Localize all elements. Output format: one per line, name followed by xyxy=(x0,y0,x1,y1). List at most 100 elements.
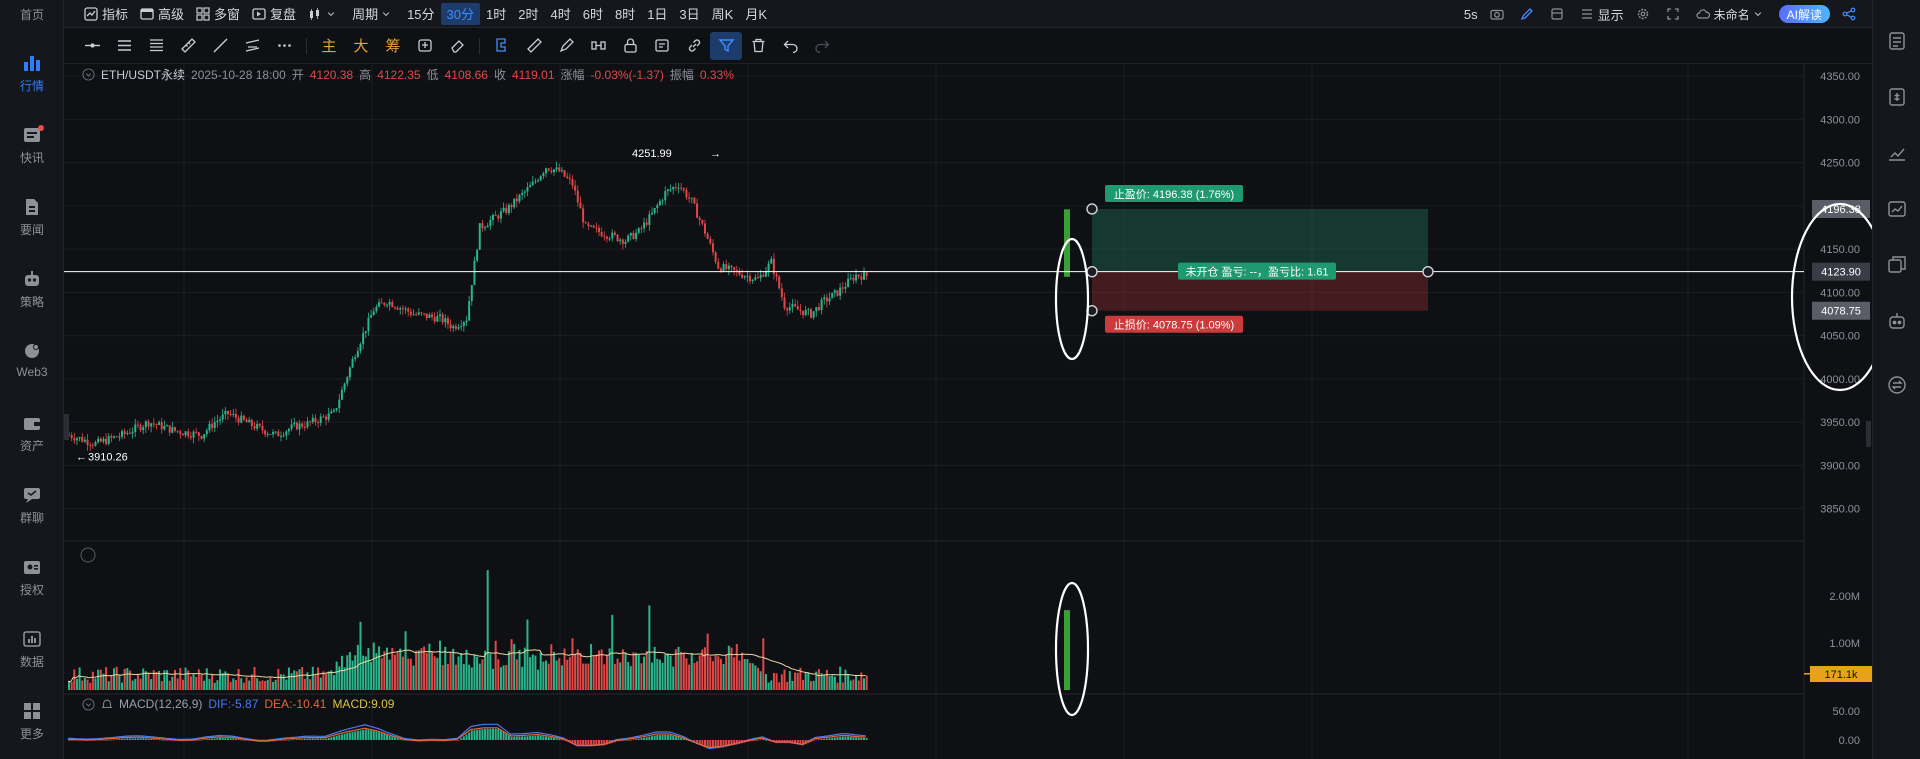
bot-icon[interactable] xyxy=(1886,310,1908,332)
analysis-icon[interactable] xyxy=(1886,142,1908,164)
refresh-rate-button[interactable]: 5s xyxy=(1458,0,1484,28)
workspace-dropdown[interactable]: 未命名 xyxy=(1690,0,1773,28)
take-profit-zone[interactable] xyxy=(1092,208,1428,272)
interval-tab[interactable]: 1时 xyxy=(486,7,507,22)
large-orders-toggle[interactable]: 大 xyxy=(345,32,377,60)
candle xyxy=(714,252,717,262)
settings-button[interactable] xyxy=(1630,0,1660,28)
macd-histogram-bar xyxy=(378,732,381,740)
trades-icon[interactable] xyxy=(1886,86,1908,108)
replay-button[interactable]: 复盘 xyxy=(246,0,302,28)
erase-tool[interactable] xyxy=(441,32,473,60)
period-dropdown[interactable]: 周期 xyxy=(346,0,401,28)
nav-item-assets[interactable]: 资产 xyxy=(0,412,64,468)
note-tool[interactable] xyxy=(646,32,678,60)
candle xyxy=(144,421,147,428)
candle xyxy=(439,314,441,317)
interval-tab[interactable]: 15分 xyxy=(407,7,435,22)
share-button[interactable] xyxy=(1836,0,1866,28)
collapse-icon[interactable] xyxy=(82,68,95,81)
candle xyxy=(338,399,341,409)
magnet-tool[interactable] xyxy=(486,32,518,60)
parallel-lines-tool[interactable] xyxy=(108,32,140,60)
layout-button[interactable] xyxy=(1544,0,1574,28)
indicator-button[interactable]: 指标 xyxy=(78,0,134,28)
chart-type-dropdown[interactable] xyxy=(302,0,346,28)
volume-bar xyxy=(428,643,431,690)
redo-button[interactable] xyxy=(806,32,838,60)
link-tool[interactable] xyxy=(678,32,710,60)
lock-tool[interactable] xyxy=(614,32,646,60)
measure-tool[interactable] xyxy=(518,32,550,60)
main-chart-toggle[interactable]: 主 xyxy=(313,32,345,60)
nav-item-home[interactable]: 首页 xyxy=(0,0,64,56)
fib-tool[interactable] xyxy=(140,32,172,60)
price-chart[interactable]: 4350.004300.004250.004200.004150.004100.… xyxy=(64,64,1872,759)
delete-tool[interactable] xyxy=(742,32,774,60)
left-scroll-handle[interactable] xyxy=(64,414,69,440)
interval-tab[interactable]: 2时 xyxy=(518,7,539,22)
interval-tab[interactable]: 6时 xyxy=(582,7,603,22)
camera-button[interactable] xyxy=(1484,0,1514,28)
trend-line-icon xyxy=(213,38,227,53)
macd-histogram-bar xyxy=(672,735,675,740)
fullscreen-button[interactable] xyxy=(1660,0,1690,28)
swap-icon[interactable] xyxy=(1886,374,1908,396)
volume-collapse-icon[interactable] xyxy=(80,547,96,563)
nav-item-strategy[interactable]: 策略 xyxy=(0,268,64,324)
chips-toggle[interactable]: 筹 xyxy=(377,32,409,60)
volume-bar xyxy=(203,680,206,690)
nav-label-data: 数据 xyxy=(19,655,44,669)
interval-tab[interactable]: 30分 xyxy=(440,2,481,25)
order-tool[interactable] xyxy=(409,32,441,60)
symbol-label: ETH/USDT永续 xyxy=(101,68,186,82)
entry-handle[interactable] xyxy=(1086,265,1098,278)
interval-tab[interactable]: 8时 xyxy=(614,7,636,22)
collapse-icon[interactable] xyxy=(82,697,95,711)
interval-tab[interactable]: 月K xyxy=(745,7,767,22)
display-button[interactable]: 显示 xyxy=(1574,0,1630,28)
nav-item-web3[interactable]: Web3 xyxy=(0,340,64,396)
windows-icon[interactable] xyxy=(1886,254,1908,276)
candle xyxy=(582,208,585,223)
nav-item-insights[interactable]: 要闻 xyxy=(0,196,64,252)
orderbook-icon[interactable] xyxy=(1886,30,1908,52)
volume-bar xyxy=(605,655,608,690)
advanced-button[interactable]: 高级 xyxy=(134,0,190,28)
channel-tool[interactable] xyxy=(236,32,268,60)
candle xyxy=(849,277,852,279)
undo-button[interactable] xyxy=(774,32,806,60)
volume-bar xyxy=(727,645,730,690)
ai-interpret-button[interactable]: AI解读 xyxy=(1778,5,1830,23)
nav-item-data[interactable]: 数据 xyxy=(0,628,64,684)
right-scroll-handle[interactable] xyxy=(1866,421,1871,447)
interval-tab[interactable]: 1日 xyxy=(647,7,668,22)
filter-tool[interactable] xyxy=(710,31,742,60)
chart-panel-icon[interactable] xyxy=(1886,198,1908,220)
end-handle[interactable] xyxy=(1422,265,1434,278)
nav-item-auth[interactable]: 授权 xyxy=(0,556,64,612)
macd-histogram-bar xyxy=(227,738,229,740)
draw-mode-button[interactable] xyxy=(1514,0,1544,28)
volume-bar xyxy=(303,678,306,690)
macd-histogram-bar xyxy=(696,740,699,745)
horizontal-ray-tool[interactable] xyxy=(76,32,108,60)
more-tools[interactable] xyxy=(268,32,300,60)
nav-item-groups[interactable]: 群聊 xyxy=(0,484,64,540)
chevron-down-icon xyxy=(327,11,335,16)
interval-tab[interactable]: 周K xyxy=(711,7,734,22)
nav-item-market[interactable]: 行情 xyxy=(0,52,64,108)
interval-tab[interactable]: 4时 xyxy=(550,7,571,22)
volume-bar xyxy=(624,652,627,690)
interval-tab[interactable]: 3日 xyxy=(679,7,700,22)
nav-item-more[interactable]: 更多 xyxy=(0,700,64,756)
tp-handle[interactable] xyxy=(1086,203,1098,215)
trend-line-tool[interactable] xyxy=(204,32,236,60)
nav-item-news[interactable]: 快讯 xyxy=(0,124,64,180)
multi-window-button[interactable]: 多窗 xyxy=(190,0,246,28)
brush-tool[interactable] xyxy=(550,32,582,60)
ruler-tool[interactable] xyxy=(172,32,204,60)
pattern-tool[interactable] xyxy=(582,32,614,60)
volume-bar xyxy=(306,672,309,690)
bell-icon[interactable] xyxy=(101,698,113,710)
